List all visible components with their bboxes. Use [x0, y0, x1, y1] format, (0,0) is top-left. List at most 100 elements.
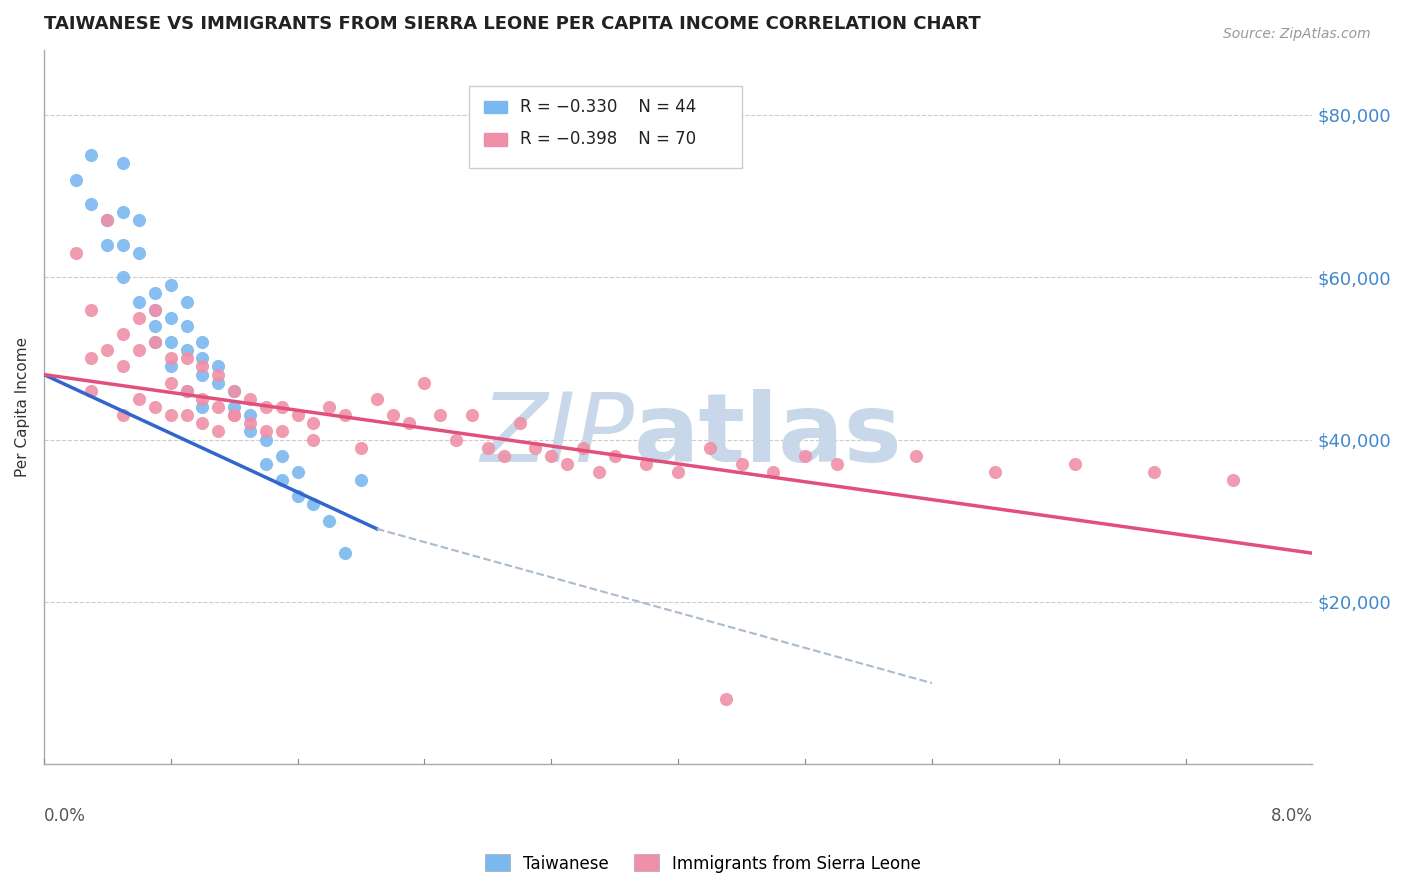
Point	[239, 417, 262, 431]
Point	[477, 441, 499, 455]
Point	[143, 302, 166, 317]
Point	[224, 408, 246, 422]
Point	[191, 368, 214, 382]
Point	[1222, 473, 1244, 487]
Point	[96, 213, 118, 227]
Point	[444, 433, 467, 447]
FancyBboxPatch shape	[468, 86, 741, 168]
Point	[224, 384, 246, 398]
Point	[333, 408, 356, 422]
Point	[254, 433, 277, 447]
Point	[287, 465, 309, 479]
Point	[254, 425, 277, 439]
Point	[270, 473, 292, 487]
Point	[65, 245, 87, 260]
Point	[112, 359, 135, 374]
Text: Source: ZipAtlas.com: Source: ZipAtlas.com	[1223, 27, 1371, 41]
Point	[80, 148, 103, 162]
Point	[207, 376, 229, 390]
Point	[270, 400, 292, 414]
Bar	[484, 133, 508, 145]
Point	[270, 449, 292, 463]
Point	[191, 351, 214, 366]
Point	[794, 449, 817, 463]
Point	[984, 465, 1007, 479]
Point	[207, 359, 229, 374]
Point	[224, 400, 246, 414]
Point	[461, 408, 484, 422]
Point	[318, 400, 340, 414]
Point	[636, 457, 658, 471]
Point	[318, 514, 340, 528]
Point	[762, 465, 785, 479]
Point	[302, 498, 325, 512]
Point	[143, 318, 166, 333]
Text: atlas: atlas	[634, 389, 903, 483]
Point	[413, 376, 436, 390]
Point	[224, 384, 246, 398]
Point	[80, 351, 103, 366]
Point	[80, 197, 103, 211]
Point	[112, 205, 135, 219]
Point	[159, 376, 181, 390]
Point	[112, 326, 135, 341]
Point	[176, 343, 198, 358]
Point	[176, 351, 198, 366]
Point	[128, 245, 150, 260]
Point	[254, 457, 277, 471]
Point	[159, 359, 181, 374]
Text: R = −0.398    N = 70: R = −0.398 N = 70	[520, 130, 696, 148]
Point	[176, 408, 198, 422]
Point	[128, 392, 150, 406]
Point	[207, 368, 229, 382]
Point	[143, 335, 166, 350]
Point	[730, 457, 752, 471]
Point	[699, 441, 721, 455]
Point	[270, 425, 292, 439]
Point	[239, 392, 262, 406]
Point	[176, 318, 198, 333]
Point	[572, 441, 595, 455]
Point	[207, 425, 229, 439]
Point	[96, 237, 118, 252]
Point	[524, 441, 547, 455]
Point	[191, 359, 214, 374]
Point	[239, 408, 262, 422]
Point	[603, 449, 626, 463]
Point	[492, 449, 515, 463]
Bar	[484, 101, 508, 113]
Text: 8.0%: 8.0%	[1271, 807, 1312, 825]
Text: R = −0.330    N = 44: R = −0.330 N = 44	[520, 98, 696, 116]
Point	[350, 441, 373, 455]
Y-axis label: Per Capita Income: Per Capita Income	[15, 337, 30, 477]
Point	[555, 457, 578, 471]
Point	[80, 384, 103, 398]
Point	[191, 335, 214, 350]
Point	[143, 400, 166, 414]
Point	[159, 408, 181, 422]
Point	[143, 286, 166, 301]
Point	[176, 294, 198, 309]
Point	[429, 408, 451, 422]
Point	[143, 335, 166, 350]
Point	[159, 310, 181, 325]
Point	[287, 408, 309, 422]
Text: ZIP: ZIP	[479, 389, 634, 483]
Point	[509, 417, 531, 431]
Point	[239, 425, 262, 439]
Point	[80, 302, 103, 317]
Point	[159, 351, 181, 366]
Point	[191, 392, 214, 406]
Point	[333, 546, 356, 560]
Point	[96, 343, 118, 358]
Point	[366, 392, 388, 406]
Point	[904, 449, 927, 463]
Point	[112, 156, 135, 170]
Legend: Taiwanese, Immigrants from Sierra Leone: Taiwanese, Immigrants from Sierra Leone	[478, 847, 928, 880]
Text: TAIWANESE VS IMMIGRANTS FROM SIERRA LEONE PER CAPITA INCOME CORRELATION CHART: TAIWANESE VS IMMIGRANTS FROM SIERRA LEON…	[44, 15, 980, 33]
Point	[128, 343, 150, 358]
Point	[254, 400, 277, 414]
Point	[128, 294, 150, 309]
Point	[714, 692, 737, 706]
Point	[159, 278, 181, 293]
